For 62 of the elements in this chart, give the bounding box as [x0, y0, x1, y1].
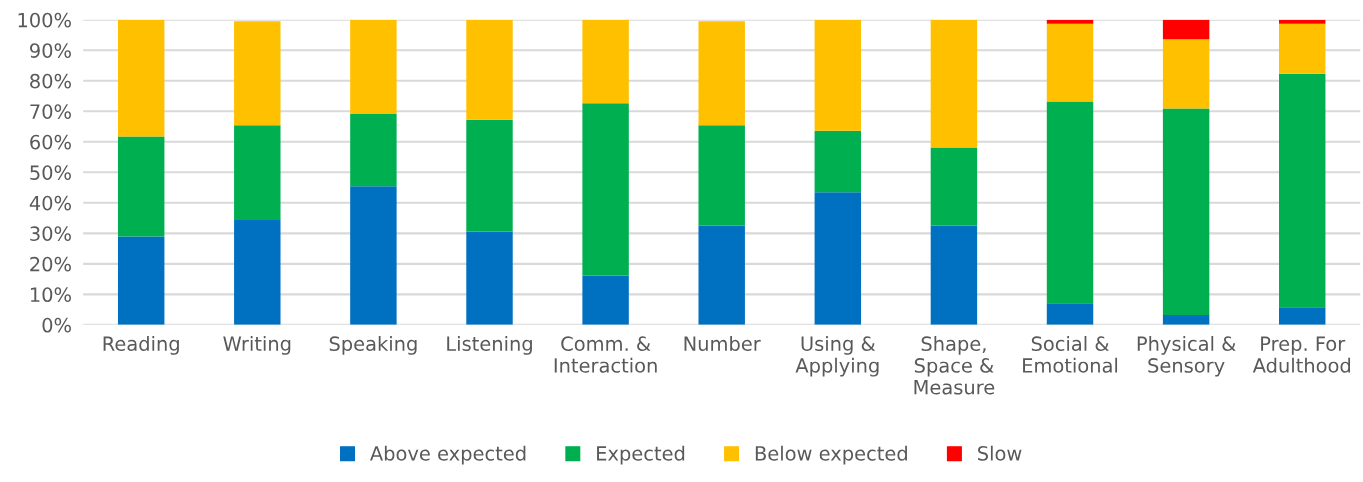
bar [582, 103, 629, 276]
bar [1162, 108, 1210, 316]
bar [1279, 73, 1326, 308]
bar [1162, 315, 1210, 325]
bar [698, 21, 745, 126]
bar [466, 231, 513, 325]
legend-label: Below expected [755, 445, 907, 465]
bar [1279, 307, 1326, 325]
bar [466, 119, 513, 232]
y-tick-label: 10% [30, 287, 71, 303]
bar [930, 147, 978, 226]
bar [350, 114, 397, 187]
bar [930, 19, 978, 148]
x-tick-label: Reading [103, 335, 179, 355]
bar [1046, 303, 1094, 325]
x-tick-label: Physical & Sensory [1137, 335, 1236, 377]
bar [234, 219, 281, 325]
bar [1046, 23, 1094, 102]
y-tick-label: 90% [30, 43, 71, 58]
bar [698, 125, 745, 226]
legend-label: Expected [597, 445, 685, 465]
bar [117, 236, 165, 325]
bar [1279, 19, 1326, 24]
x-tick-label: Shape, Space & Measure [914, 335, 995, 395]
x-tick-label: Comm. & Interaction [554, 336, 657, 373]
bar [1279, 23, 1326, 74]
y-tick-label: 0% [42, 317, 71, 333]
x-tick-label: Social & Emotional [1023, 335, 1118, 373]
bar [1046, 101, 1094, 304]
bar [466, 19, 513, 120]
bar [234, 125, 281, 220]
bar [582, 19, 629, 104]
bar [350, 19, 397, 115]
x-tick-label: Writing [223, 335, 291, 355]
bar [1162, 39, 1210, 109]
x-tick-label: Speaking [329, 335, 417, 355]
y-tick-label: 100% [18, 12, 71, 28]
y-tick-label: 80% [30, 73, 71, 89]
bar [814, 130, 862, 193]
bar [698, 225, 745, 325]
bar [582, 275, 629, 325]
bar [234, 21, 281, 126]
bar [117, 19, 165, 137]
y-tick-label: 60% [30, 134, 71, 150]
bar [814, 19, 862, 131]
x-tick-label: Prep. For Adulthood [1252, 336, 1351, 373]
y-tick-label: 40% [29, 195, 71, 211]
y-tick-label: 30% [30, 226, 71, 241]
x-tick-label: Using & Applying [795, 335, 879, 377]
x-tick-label: Number [684, 335, 761, 352]
bar [350, 186, 397, 325]
bar [1046, 19, 1094, 24]
bar [117, 136, 165, 237]
legend-label: Slow [978, 445, 1022, 461]
y-tick-label: 20% [30, 256, 71, 272]
legend-label: Above expected [370, 445, 526, 465]
bar [814, 192, 862, 325]
x-tick-label: Listening [447, 335, 532, 355]
bar [1162, 19, 1210, 40]
bar [930, 225, 978, 325]
y-tick-label: 70% [30, 104, 71, 119]
y-tick-label: 50% [30, 165, 71, 180]
